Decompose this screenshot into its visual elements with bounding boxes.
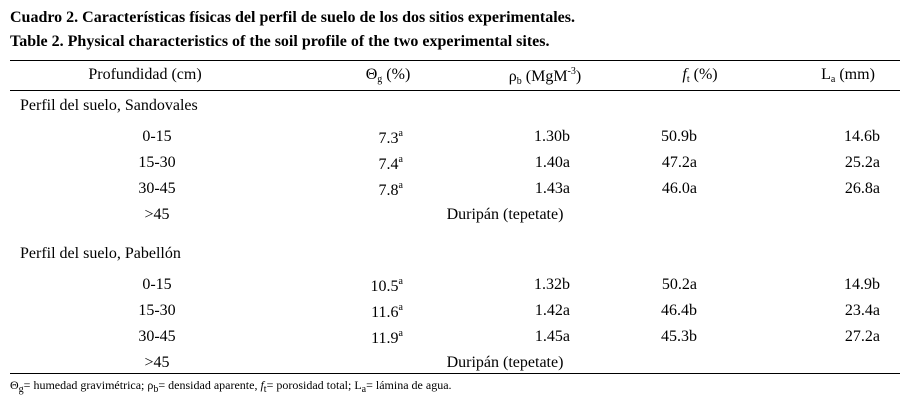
- table-cell: 50.9b: [661, 128, 697, 145]
- table-cell: 1.30b: [534, 128, 570, 145]
- text-segment: t: [263, 384, 267, 395]
- column-header: ft (%): [682, 67, 717, 85]
- table-cell: 26.8a: [844, 180, 880, 197]
- text-segment: ): [575, 68, 582, 85]
- text-segment: -3: [567, 66, 576, 77]
- table-cell: 10.5a: [371, 277, 403, 295]
- table-cell: 0-15: [142, 128, 172, 145]
- title: Cuadro 2. Características físicas del pe…: [10, 9, 575, 26]
- rule: [10, 90, 900, 91]
- text-segment: a: [830, 74, 836, 85]
- text-segment: (%): [382, 66, 411, 83]
- table-cell: Duripán (tepetate): [446, 354, 564, 371]
- table-cell: 15-30: [138, 154, 176, 171]
- table-cell: 1.43a: [534, 180, 570, 197]
- section-label: Perfil del suelo, Sandovales: [20, 97, 198, 114]
- rule: [10, 373, 900, 374]
- text-segment: t: [686, 74, 690, 85]
- text-segment: L: [821, 66, 831, 83]
- text-segment: = densidad aparente,: [158, 378, 261, 392]
- text-segment: a: [398, 276, 403, 287]
- text-segment: g: [377, 74, 383, 85]
- text-segment: 11.9: [371, 330, 399, 347]
- text-segment: 7.8: [378, 182, 399, 199]
- table-cell: 27.2a: [844, 328, 880, 345]
- text-segment: 11.6: [371, 304, 399, 321]
- text-segment: Θ: [10, 378, 19, 392]
- table-cell: 0-15: [142, 276, 172, 293]
- text-segment: 7.3: [378, 130, 399, 147]
- table-cell: >45: [144, 206, 170, 223]
- text-segment: f: [260, 378, 264, 392]
- footnote: Θg= humedad gravimétrica; ρb= densidad a…: [10, 379, 452, 395]
- table-cell: 25.2a: [844, 154, 880, 171]
- table-cell: Duripán (tepetate): [446, 206, 564, 223]
- column-header: Profundidad (cm): [88, 67, 201, 83]
- text-segment: a: [398, 128, 403, 139]
- text-segment: a: [398, 154, 403, 165]
- table-cell: 14.6b: [844, 128, 880, 145]
- table-cell: 7.4a: [379, 155, 403, 173]
- text-segment: a: [361, 384, 367, 395]
- text-segment: ρ: [508, 68, 517, 85]
- text-segment: Θ: [365, 66, 378, 83]
- rule: [10, 60, 900, 61]
- table-cell: 46.0a: [661, 180, 697, 197]
- section-label: Perfil del suelo, Pabellón: [20, 245, 181, 262]
- title: Table 2. Physical characteristics of the…: [10, 33, 550, 50]
- table-cell: 30-45: [138, 180, 176, 197]
- table-cell: 1.32b: [534, 276, 570, 293]
- text-segment: = porosidad total; L: [266, 378, 362, 392]
- table-cell: 7.3a: [379, 129, 403, 147]
- table-cell: 15-30: [138, 302, 176, 319]
- text-segment: (%): [689, 66, 718, 83]
- text-segment: = lámina de agua.: [366, 378, 452, 392]
- table-cell: 1.45a: [534, 328, 570, 345]
- text-segment: (mm): [835, 66, 875, 83]
- table-cell: 11.9a: [371, 329, 403, 347]
- table-cell: 50.2a: [661, 276, 697, 293]
- text-segment: b: [516, 76, 522, 87]
- table-cell: 45.3b: [661, 328, 697, 345]
- column-header: La (mm): [821, 67, 875, 85]
- text-segment: a: [398, 328, 403, 339]
- text-segment: (MgM: [521, 68, 568, 85]
- text-segment: f: [682, 66, 687, 83]
- table-cell: 46.4b: [661, 302, 697, 319]
- table-cell: 7.8a: [379, 181, 403, 199]
- text-segment: a: [398, 180, 403, 191]
- table-cell: 23.4a: [844, 302, 880, 319]
- text-segment: = humedad gravimétrica; ρ: [23, 378, 154, 392]
- text-segment: a: [398, 302, 403, 313]
- text-segment: Profundidad (cm): [88, 66, 202, 83]
- table-cell: 47.2a: [661, 154, 697, 171]
- text-segment: 10.5: [370, 278, 399, 295]
- table-cell: 1.40a: [534, 154, 570, 171]
- table-cell: >45: [144, 354, 170, 371]
- table-cell: 11.6a: [371, 303, 403, 321]
- table-cell: 30-45: [138, 328, 176, 345]
- text-segment: b: [153, 384, 159, 395]
- table-cell: 14.9b: [844, 276, 880, 293]
- column-header: Θg (%): [366, 67, 411, 85]
- text-segment: 7.4: [378, 156, 399, 173]
- column-header: ρb (MgM-3): [509, 67, 581, 87]
- text-segment: g: [18, 384, 24, 395]
- table-cell: 1.42a: [534, 302, 570, 319]
